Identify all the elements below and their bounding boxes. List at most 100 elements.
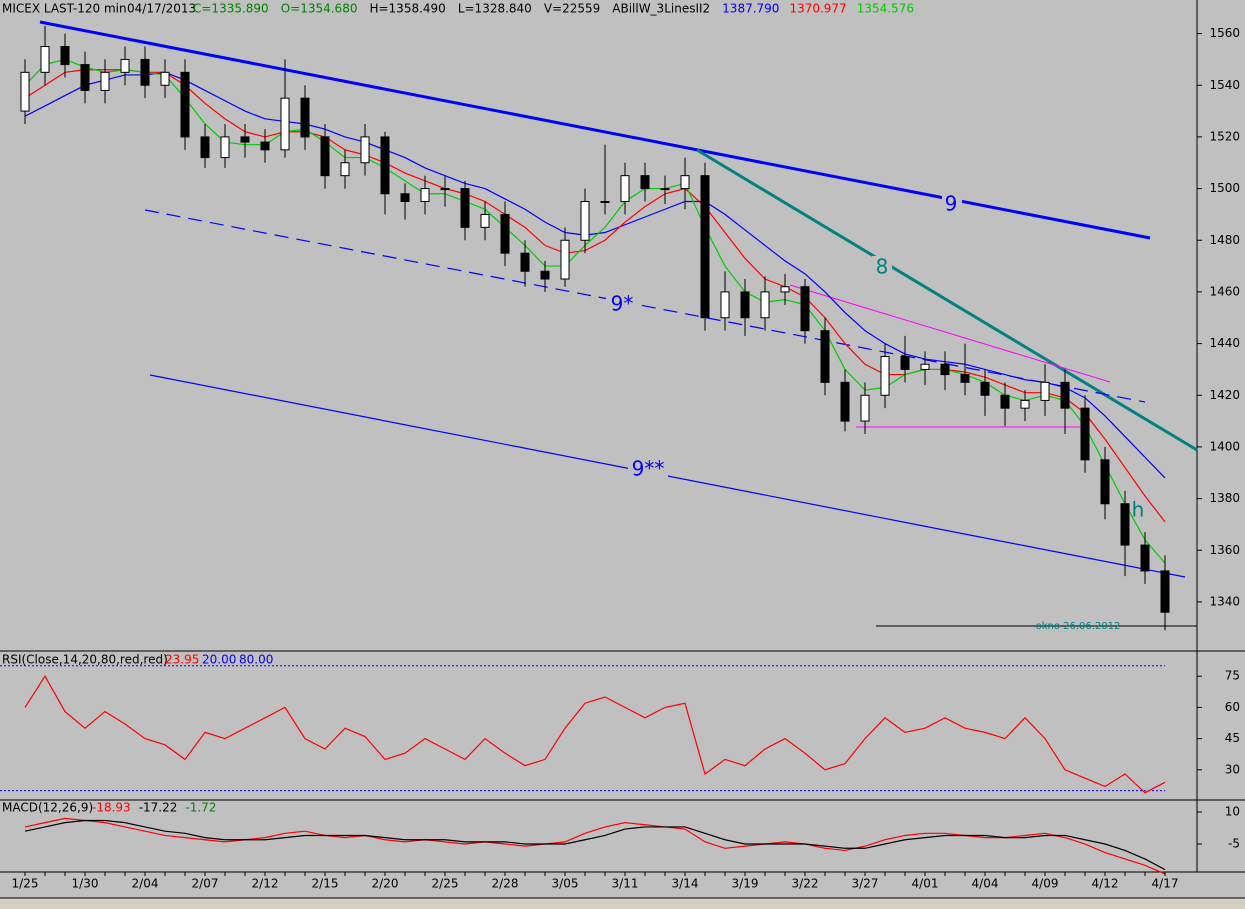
candle-body (420, 188, 430, 202)
annotation: h (1132, 498, 1145, 522)
series-line (24, 69, 1166, 523)
header-value: 23.95 (165, 653, 199, 667)
candle-body (680, 175, 690, 190)
candle-body (180, 71, 190, 138)
candle-body (1140, 544, 1150, 572)
y-tick-label: 1420 (1209, 388, 1240, 402)
header-value: -1.72 (185, 801, 216, 815)
x-tick-label: 3/19 (732, 877, 759, 891)
y-tick-label: 30 (1225, 762, 1240, 776)
candle-body (460, 188, 470, 228)
x-tick-label: 2/04 (132, 877, 159, 891)
candle-body (360, 136, 370, 164)
series-line (24, 58, 1166, 564)
header-value: H=1358.490 (369, 2, 445, 16)
trendline (696, 148, 1198, 452)
header-value: -18.93 (92, 801, 131, 815)
y-tick-label: 1560 (1209, 26, 1240, 40)
chart-date: 04/17/2013 (127, 2, 196, 16)
candle-body (160, 71, 170, 86)
trendline (39, 20, 1151, 240)
candle-body (480, 213, 490, 228)
candle-body (860, 394, 870, 422)
candle-body (640, 175, 650, 190)
x-tick-label: 3/05 (552, 877, 579, 891)
annotation: 9** (632, 457, 665, 481)
x-tick-label: 4/01 (912, 877, 939, 891)
x-tick-label: 1/30 (72, 877, 99, 891)
candle-body (260, 141, 270, 151)
candle-body (960, 374, 970, 383)
trendline (144, 209, 1146, 403)
candle-body (800, 286, 810, 332)
candle-body (560, 239, 570, 280)
header-value: L=1328.840 (458, 2, 532, 16)
candle-body (280, 97, 290, 151)
header-value: -17.22 (139, 801, 178, 815)
candle-body (540, 270, 550, 280)
plot-area (0, 25, 1170, 875)
candle-body (620, 175, 630, 203)
panel-title: RSI(Close,14,20,80,red,red) (2, 653, 168, 667)
x-tick-label: 4/17 (1152, 877, 1179, 891)
candle-body (1000, 394, 1010, 409)
candle-body (400, 193, 410, 202)
candle-body (1100, 459, 1110, 505)
candle-body (380, 136, 390, 195)
annotation: 9* (611, 292, 634, 316)
label-bg (942, 193, 962, 217)
label-bg (872, 256, 892, 280)
x-tick-label: 3/27 (852, 877, 879, 891)
x-tick-label: 3/11 (612, 877, 639, 891)
candle-body (100, 71, 110, 91)
y-tick-label: 1400 (1209, 439, 1240, 453)
candle-body (140, 58, 150, 86)
candle-body (340, 162, 350, 177)
header: C=1335.890 O=1354.680 H=1358.490 L=1328.840… (193, 2, 914, 16)
candle-body (520, 252, 530, 272)
candle-body (580, 201, 590, 241)
candle-body (660, 188, 670, 191)
y-tick-label: 45 (1225, 731, 1240, 745)
header-value: 80.00 (239, 653, 273, 667)
x-tick-label: 2/07 (192, 877, 219, 891)
scrollbar (0, 898, 1245, 909)
candle-body (500, 213, 510, 254)
y-tick-label: 1360 (1209, 543, 1240, 557)
candle-body (880, 356, 890, 396)
y-tick-label: -5 (1228, 837, 1240, 851)
x-tick-label: 3/22 (792, 877, 819, 891)
candle-body (700, 175, 710, 319)
candle-body (80, 64, 90, 91)
x-tick-label: 2/12 (252, 877, 279, 891)
trendline (789, 284, 1111, 383)
y-tick-label: 1500 (1209, 181, 1240, 195)
candle-body (1080, 407, 1090, 461)
candle-body (1060, 381, 1070, 409)
y-tick-label: 1340 (1209, 594, 1240, 608)
x-tick-label: 2/15 (312, 877, 339, 891)
x-tick-label: 2/25 (432, 877, 459, 891)
candle-body (20, 71, 30, 112)
x-tick-label: 3/14 (672, 877, 699, 891)
candle-body (440, 188, 450, 191)
candle-body (220, 136, 230, 159)
label-bg (628, 458, 668, 482)
y-tick-label: 1540 (1209, 78, 1240, 92)
x-tick-label: 1/25 (12, 877, 39, 891)
candle-body (600, 201, 610, 203)
candle-body (40, 46, 50, 73)
candle-body (1020, 399, 1030, 409)
header-value: O=1354.680 (281, 2, 358, 16)
candle-body (740, 291, 750, 319)
y-tick-label: 60 (1225, 700, 1240, 714)
y-tick-label: 1380 (1209, 491, 1240, 505)
candle-body (920, 363, 930, 370)
series-line (24, 71, 1166, 479)
series-line (24, 819, 1166, 871)
candle-body (780, 286, 790, 293)
y-tick-label: 1520 (1209, 129, 1240, 143)
annotation: 8 (876, 255, 889, 279)
panel-title: MACD(12,26,9) (2, 801, 93, 815)
